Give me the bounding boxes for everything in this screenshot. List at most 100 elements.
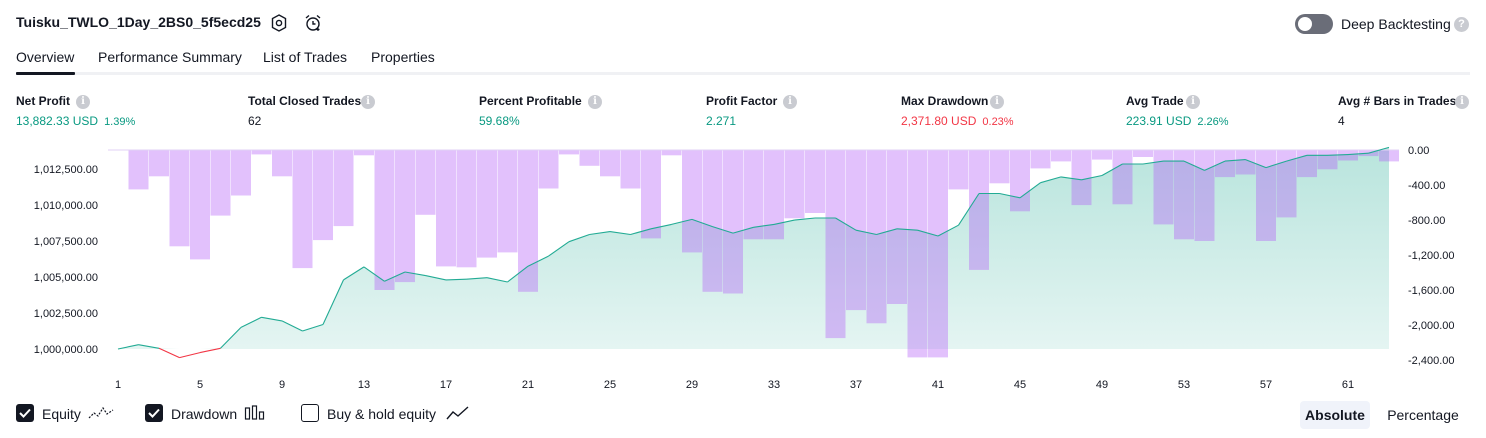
- drawdown-bar: [1174, 150, 1194, 240]
- equity-line-segment: [425, 275, 447, 281]
- x-axis-tick-label: 29: [686, 379, 698, 391]
- equity-line-segment: [773, 219, 795, 225]
- equity-line-segment: [363, 266, 385, 282]
- drawdown-bar: [128, 150, 149, 190]
- left-axis-tick-label: 1,002,500.00: [34, 308, 98, 320]
- percent-profitable-value: 59.68%: [479, 114, 520, 128]
- drawdown-bar: [702, 150, 723, 292]
- equity-line-segment: [384, 271, 406, 282]
- avg-trade-label: Avg Trade: [1126, 94, 1184, 108]
- drawdown-bar: [1317, 150, 1338, 170]
- equity-line-segment: [138, 344, 160, 349]
- drawdown-bar: [1379, 150, 1399, 162]
- help-icon[interactable]: ?: [1454, 17, 1469, 32]
- right-axis-tick-label: -400.00: [1408, 180, 1445, 192]
- drawdown-bar: [210, 150, 231, 216]
- drawdown-bar: [1153, 150, 1174, 225]
- info-icon[interactable]: i: [1186, 95, 1200, 109]
- drawdown-bar: [149, 150, 169, 177]
- equity-line-segment: [835, 217, 857, 231]
- drawdown-bar: [1235, 150, 1256, 175]
- deep-backtesting-toggle[interactable]: [1295, 14, 1333, 34]
- alarm-clock-icon[interactable]: [303, 13, 323, 33]
- equity-line-segment: [486, 277, 508, 283]
- absolute-button[interactable]: Absolute: [1300, 401, 1370, 429]
- info-icon[interactable]: i: [990, 95, 1004, 109]
- equity-checkbox[interactable]: [16, 404, 34, 422]
- equity-line-segment: [712, 226, 734, 234]
- equity-line-segment: [1368, 146, 1390, 154]
- net-profit-value: 13,882.33 USD 1.39%: [16, 114, 136, 128]
- equity-line-segment: [1019, 182, 1041, 199]
- x-axis-tick-label: 17: [440, 379, 452, 391]
- tab-list-of-trades[interactable]: List of Trades: [263, 49, 348, 65]
- drawdown-bar: [313, 150, 333, 241]
- drawdown-bar: [456, 150, 477, 268]
- settings-icon[interactable]: [269, 13, 289, 33]
- equity-area: [118, 147, 1389, 349]
- x-axis-tick-label: 49: [1096, 379, 1108, 391]
- equity-line-segment: [261, 316, 283, 322]
- equity-line-segment: [753, 223, 775, 228]
- equity-line-segment: [1265, 160, 1287, 169]
- equity-line-segment: [445, 278, 467, 281]
- info-icon[interactable]: i: [1455, 95, 1469, 109]
- info-icon[interactable]: i: [783, 95, 797, 109]
- drawdown-bar: [1030, 150, 1051, 169]
- drawdown-bar: [805, 150, 825, 213]
- drawdown-bar: [190, 150, 210, 260]
- drawdown-bar: [1071, 150, 1092, 206]
- drawdown-bar: [477, 150, 497, 258]
- drawdown-bar: [1051, 150, 1071, 162]
- bar-chart-icon: [244, 404, 266, 427]
- equity-line-segment: [404, 271, 426, 277]
- total-closed-trades-label: Total Closed Trades: [248, 94, 362, 108]
- equity-line-segment: [548, 241, 570, 257]
- buy-hold-checkbox[interactable]: [301, 404, 319, 422]
- drawdown-bar: [169, 150, 190, 247]
- left-axis-tick-label: 1,000,000.00: [34, 344, 98, 356]
- info-icon[interactable]: i: [588, 95, 602, 109]
- right-axis-tick-label: 0.00: [1408, 145, 1429, 157]
- tab-overview[interactable]: Overview: [16, 49, 75, 65]
- info-icon[interactable]: i: [76, 95, 90, 109]
- x-axis-tick-label: 53: [1178, 379, 1190, 391]
- equity-line-segment: [732, 226, 754, 234]
- max-drawdown-label: Max Drawdown: [901, 94, 989, 108]
- tab-properties[interactable]: Properties: [371, 49, 435, 65]
- avg-bars-label: Avg # Bars in Trades: [1338, 94, 1457, 108]
- left-axis-tick-label: 1,012,500.00: [34, 164, 98, 176]
- drawdown-bar: [251, 150, 272, 155]
- equity-line-segment: [958, 193, 980, 226]
- x-axis-tick-label: 45: [1014, 379, 1026, 391]
- drawdown-bar: [1256, 150, 1276, 241]
- right-axis-tick-label: -1,200.00: [1408, 250, 1454, 262]
- equity-line-segment: [1245, 159, 1267, 169]
- drawdown-checkbox[interactable]: [145, 404, 163, 422]
- active-tab-indicator: [16, 72, 75, 75]
- equity-line-segment: [691, 218, 713, 228]
- avg-trade-value: 223.91 USD 2.26%: [1126, 114, 1229, 128]
- tab-performance-summary[interactable]: Performance Summary: [98, 49, 242, 65]
- equity-drawdown-chart[interactable]: 1,012,500.00 1,010,000.00 1,007,500.00 1,00…: [0, 140, 1486, 396]
- drawdown-bar: [1338, 150, 1358, 161]
- deep-backtesting-label: Deep Backtesting: [1341, 16, 1451, 32]
- equity-line-segment: [568, 233, 590, 243]
- drawdown-bar: [866, 150, 887, 324]
- drawdown-bar: [292, 150, 313, 269]
- x-axis-tick-label: 41: [932, 379, 944, 391]
- drawdown-bar: [272, 150, 292, 177]
- drawdown-bar: [354, 150, 374, 156]
- drawdown-bar: [969, 150, 989, 270]
- equity-line-segment: [1183, 160, 1205, 171]
- info-icon[interactable]: i: [361, 95, 375, 109]
- profit-factor-label: Profit Factor: [706, 94, 778, 108]
- drawdown-bar: [559, 150, 579, 155]
- percentage-button[interactable]: Percentage: [1387, 407, 1459, 423]
- equity-line-segment: [220, 327, 242, 349]
- x-axis-tick-label: 33: [768, 379, 780, 391]
- left-axis-tick-label: 1,010,000.00: [34, 200, 98, 212]
- equity-line-segment: [999, 192, 1021, 199]
- total-closed-trades-value: 62: [248, 114, 262, 128]
- drawdown-bar: [231, 150, 251, 196]
